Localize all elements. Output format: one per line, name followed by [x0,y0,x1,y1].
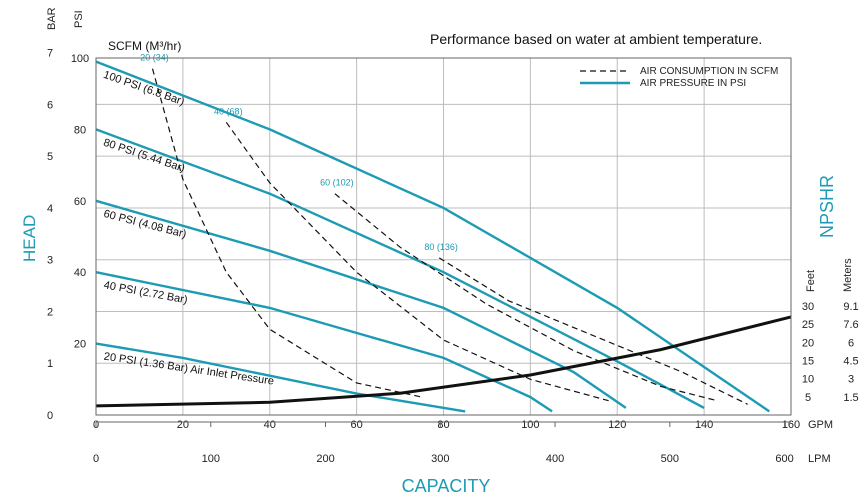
legend-air-consumption: AIR CONSUMPTION IN SCFM [640,66,778,77]
feet-tick-label: 15 [802,356,814,368]
lpm-tick-label: 200 [316,453,334,465]
gpm-tick-label: 120 [608,419,626,431]
gpm-tick-label: 40 [264,419,276,431]
air-consumption-curve [334,193,718,402]
gpm-tick-label: 20 [177,419,189,431]
pressure-line-label: 100 PSI (6.8 Bar) [102,69,186,108]
head-axis-title: HEAD [20,215,39,262]
legend-air-pressure: AIR PRESSURE IN PSI [640,78,746,89]
feet-tick-label: 20 [802,337,814,349]
chart-title: Performance based on water at ambient te… [430,31,762,47]
meters-tick-label: 6 [848,337,854,349]
feet-tick-label: 25 [802,319,814,331]
pressure-line [95,199,627,409]
feet-tick-label: 10 [802,374,814,386]
psi-tick-label: 20 [74,339,86,351]
psi-axis-label: PSI [73,10,85,28]
lpm-tick-label: 100 [202,453,220,465]
meters-tick-label: 1.5 [843,392,858,404]
bar-tick-label: 1 [47,358,53,370]
meters-tick-label: 9.1 [843,301,858,313]
bar-tick-label: 0 [47,410,53,422]
meters-tick-label: 3 [848,374,854,386]
air-consumption-curve [151,68,422,398]
pressure-line [95,342,466,413]
lpm-tick-label: 300 [431,453,449,465]
meters-tick-label: 4.5 [843,356,858,368]
lpm-tick-label: 0 [93,453,99,465]
pressure-line-label: 20 PSI (1.36 Bar) Air Inlet Pressure [103,351,275,388]
air-consumption-label: 40 (68) [214,106,243,116]
gpm-tick-label: 140 [695,419,713,431]
meters-axis-label: Meters [842,258,854,292]
air-consumption-label: 60 (102) [320,178,354,188]
pressure-line [95,128,705,409]
feet-tick-label: 5 [805,392,811,404]
bar-tick-label: 5 [47,151,53,163]
psi-tick-label: 100 [71,53,89,65]
air-consumption-curve [438,257,748,405]
lpm-tick-label: 500 [661,453,679,465]
lpm-axis-label: LPM [808,453,831,465]
bar-axis-label: BAR [46,7,58,30]
plot-frame [95,57,792,416]
feet-tick-label: 30 [802,301,814,313]
gpm-axis-label: GPM [808,419,833,431]
gpm-tick-label: 60 [351,419,363,431]
lpm-tick-label: 600 [775,453,793,465]
air-consumption-label: 80 (136) [424,242,458,252]
grid [96,58,791,415]
lpm-tick-label: 400 [546,453,564,465]
bar-tick-label: 6 [47,99,53,111]
bar-tick-label: 3 [47,255,53,267]
npshr-curve [95,315,792,408]
npshr-axis-title: NPSHR [817,175,837,238]
psi-tick-label: 60 [74,196,86,208]
capacity-axis-title: CAPACITY [402,476,491,496]
scfm-label: SCFM (M³/hr) [108,39,181,53]
gpm-tick-label: 80 [437,419,449,431]
legend: AIR CONSUMPTION IN SCFM AIR PRESSURE IN … [580,66,778,89]
air-consumption-curve [225,121,609,402]
bar-tick-label: 4 [47,203,53,215]
pressure-line [95,60,770,413]
feet-axis-label: Feet [805,270,817,292]
bar-tick-label: 7 [47,48,53,60]
psi-tick-label: 40 [74,267,86,279]
pressure-line [95,271,553,413]
meters-tick-label: 7.6 [843,319,858,331]
bar-tick-label: 2 [47,306,53,318]
gpm-tick-label: 100 [521,419,539,431]
marks: 0204060801001201401600123456720406080100… [47,48,859,465]
psi-tick-label: 80 [74,124,86,136]
